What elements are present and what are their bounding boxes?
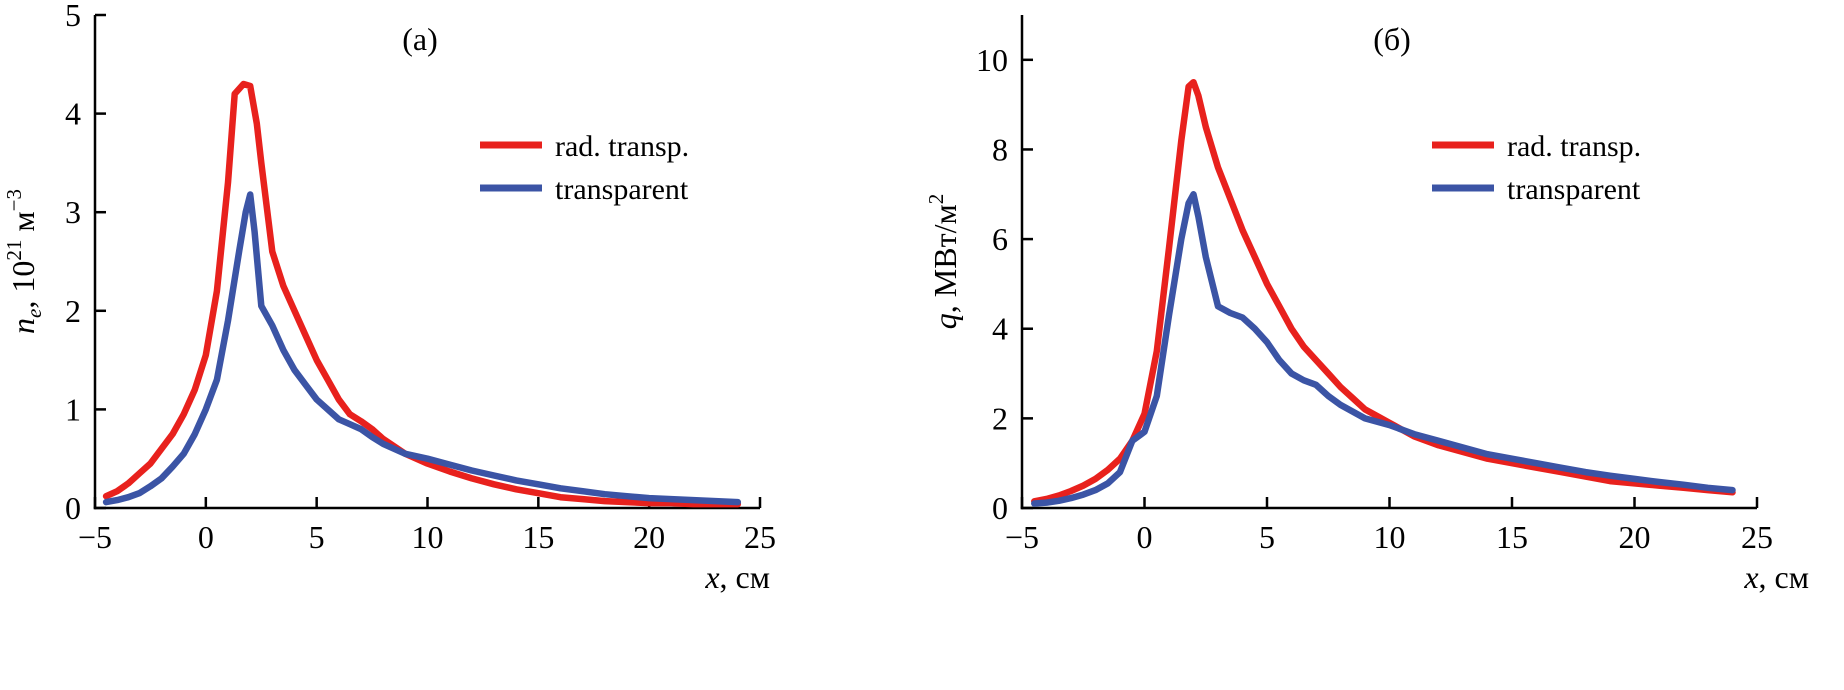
y-tick-label: 1 [65,391,81,427]
chart-panel-a: −5 0 5 10 15 20 25 0 1 2 3 4 5 (a) rad. transp. transpa… [0,0,922,685]
y-axis-label: ne, 1021 м−3 [2,189,46,334]
x-tick-label: −5 [1005,519,1039,555]
x-tick-label: 20 [633,519,665,555]
x-tick-label: 5 [1259,519,1275,555]
chart-panel-b: −5 0 5 10 15 20 25 0 2 4 6 8 10 (б) rad. transp. transp… [922,0,1844,685]
legend-label-transparent: transparent [555,173,689,206]
y-tick-label: 4 [65,96,81,132]
legend-label-rad-transp: rad. transp. [1507,130,1641,163]
x-tick-label: 25 [744,519,776,555]
panel-label: (б) [1373,21,1411,57]
y-tick-label: 2 [992,400,1008,436]
y-tick-label: 0 [992,490,1008,526]
y-tick-label: 4 [992,311,1008,347]
x-axis-label: x, см [704,559,770,595]
x-tick-label: 25 [1741,519,1773,555]
y-tick-label: 5 [65,0,81,33]
panel-label: (a) [402,21,438,57]
series-line-transparent [102,191,742,506]
x-tick-label: 10 [1374,519,1406,555]
x-tick-label: 0 [198,519,214,555]
y-tick-label: 2 [65,293,81,329]
x-tick-label: 5 [309,519,325,555]
y-tick-label: 10 [976,42,1008,78]
y-tick-label: 0 [65,490,81,526]
x-tick-label: −5 [78,519,112,555]
x-tick-label: 20 [1619,519,1651,555]
x-tick-label: 15 [1496,519,1528,555]
y-tick-label: 6 [992,221,1008,257]
x-axis-label: x, см [1743,559,1809,595]
series-line-rad-transp [102,80,742,508]
legend-label-transparent: transparent [1507,173,1641,206]
legend-label-rad-transp: rad. transp. [555,130,689,163]
series-line-transparent [1031,191,1736,507]
y-tick-label: 8 [992,131,1008,167]
x-tick-label: 0 [1137,519,1153,555]
x-tick-label: 10 [412,519,444,555]
x-tick-label: 15 [522,519,554,555]
y-tick-label: 3 [65,194,81,230]
y-axis-label: q, МВт/м2 [924,194,963,329]
